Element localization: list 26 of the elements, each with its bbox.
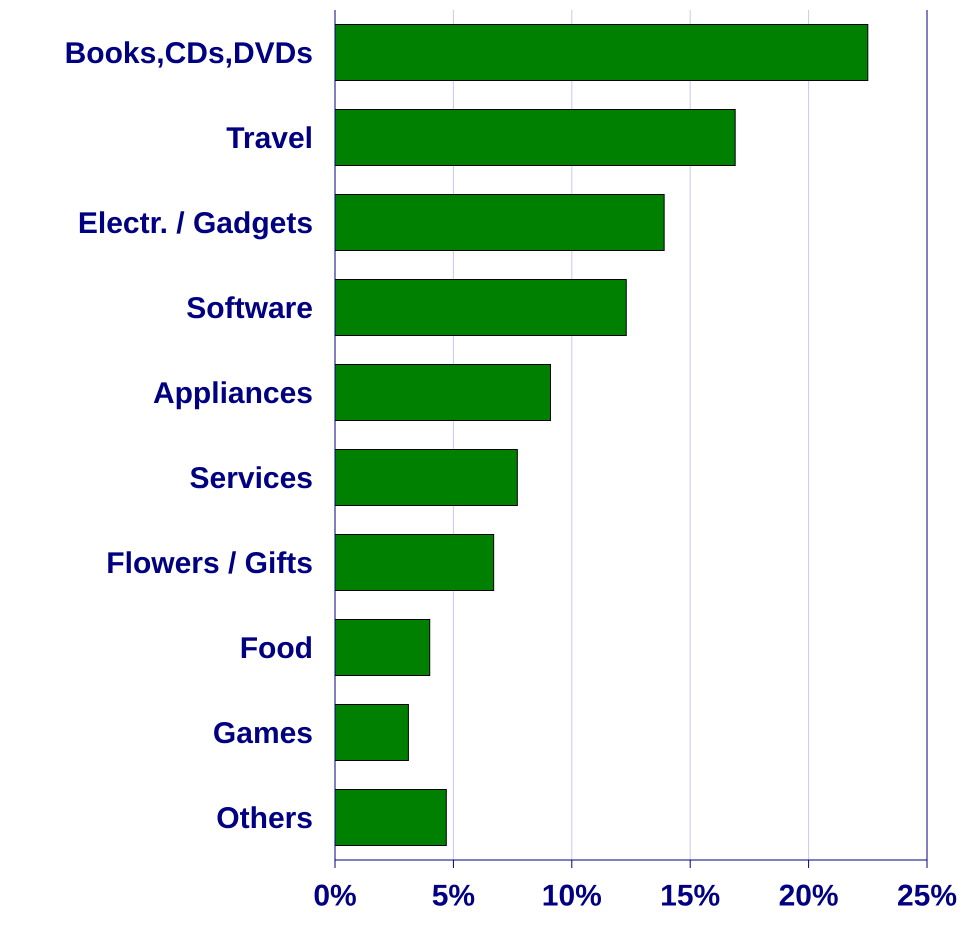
bar [335,108,736,166]
x-tick-label: 15% [660,879,720,912]
bar [335,788,447,846]
bar [335,618,430,676]
x-tick-label: 20% [778,879,839,912]
y-tick-label: Travel [226,122,313,156]
y-tick-label: Flowers / Gifts [106,547,313,580]
x-tick-label: 0% [313,879,357,912]
y-tick-label: Food [240,632,313,666]
x-tick-label: 25% [896,879,958,912]
bar [335,704,409,761]
bar [335,24,868,81]
bar [335,278,627,336]
x-tick-label: 5% [432,879,476,912]
y-tick-label: Software [186,292,313,326]
bar [335,534,494,591]
bar [335,448,518,506]
bar [335,194,665,251]
y-tick-label: Services [190,462,313,496]
y-tick-label: Appliances [152,377,313,410]
y-tick-label: Games [212,717,313,750]
y-tick-label: Electr. / Gadgets [78,207,313,240]
y-tick-label: Books,CDs,DVDs [64,37,313,70]
bar [335,364,551,421]
y-tick-label: Others [216,802,313,836]
x-tick-label: 10% [542,879,602,912]
